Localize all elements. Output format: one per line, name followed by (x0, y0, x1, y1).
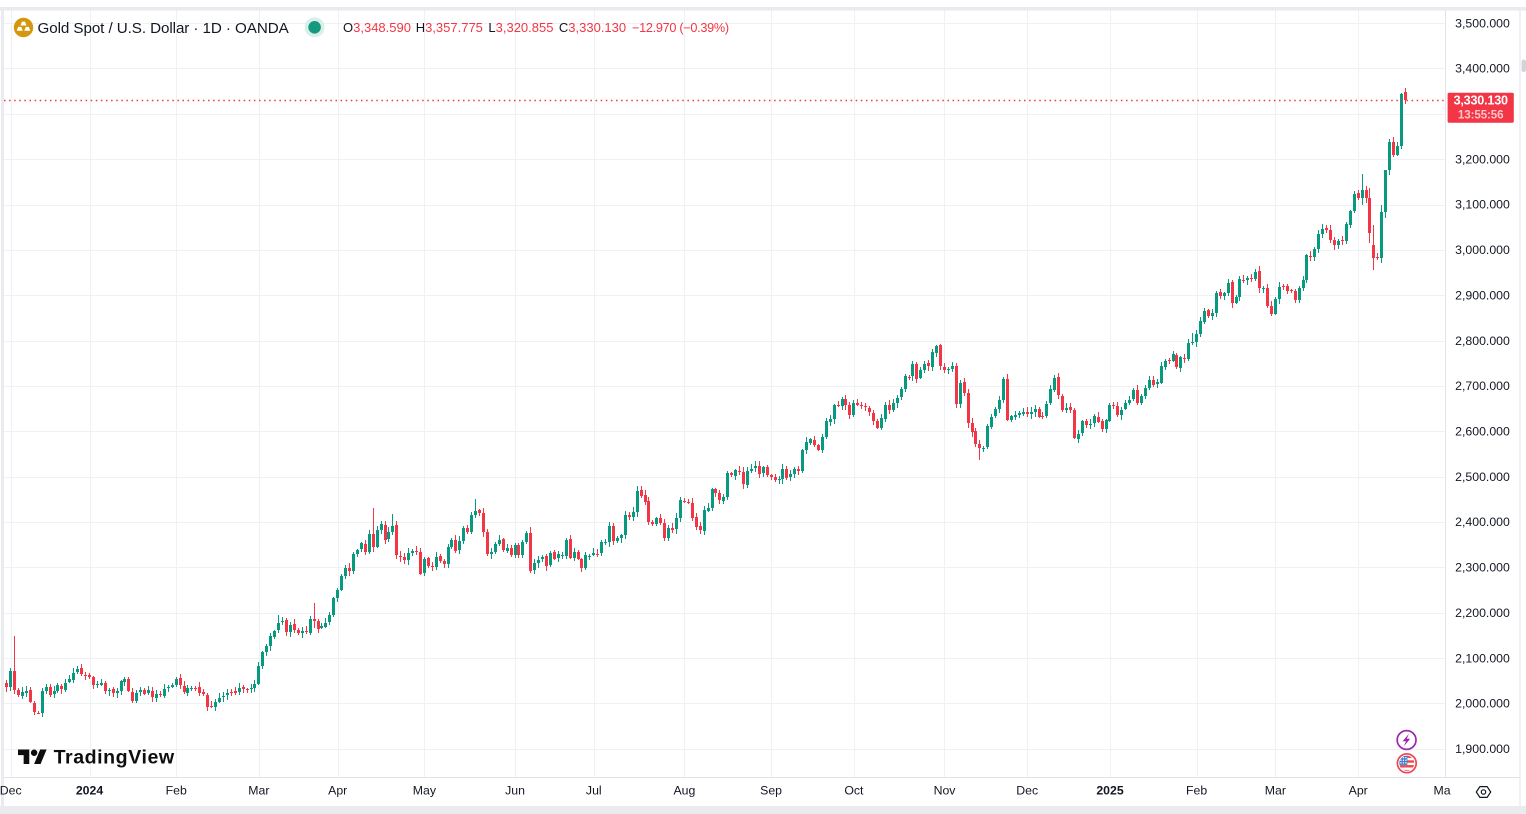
svg-text:2025: 2025 (1096, 784, 1124, 798)
svg-text:3,200.000: 3,200.000 (1455, 152, 1510, 166)
svg-text:May: May (413, 784, 437, 798)
svg-text:2,000.000: 2,000.000 (1455, 697, 1510, 711)
svg-text:C3,330.130: C3,330.130 (559, 20, 626, 35)
svg-text:Gold Spot / U.S. Dollar · 1D ·: Gold Spot / U.S. Dollar · 1D · OANDA (38, 20, 290, 37)
svg-text:2024: 2024 (76, 784, 104, 798)
svg-text:Apr: Apr (1349, 784, 1368, 798)
svg-text:3,330.130: 3,330.130 (1454, 93, 1508, 107)
svg-text:Dec: Dec (0, 784, 22, 798)
svg-text:1,900.000: 1,900.000 (1455, 742, 1510, 756)
svg-text:2,800.000: 2,800.000 (1455, 334, 1510, 348)
svg-text:2,300.000: 2,300.000 (1455, 561, 1510, 575)
svg-text:2,900.000: 2,900.000 (1455, 288, 1510, 302)
svg-text:3,100.000: 3,100.000 (1455, 198, 1510, 212)
svg-text:13:55:56: 13:55:56 (1458, 109, 1504, 122)
svg-text:2,400.000: 2,400.000 (1455, 515, 1510, 529)
svg-text:Feb: Feb (1186, 784, 1207, 798)
svg-text:2,100.000: 2,100.000 (1455, 651, 1510, 665)
svg-text:2,700.000: 2,700.000 (1455, 379, 1510, 393)
svg-text:L3,320.855: L3,320.855 (488, 20, 553, 35)
svg-text:3,000.000: 3,000.000 (1455, 243, 1510, 257)
svg-text:Jul: Jul (586, 784, 602, 798)
svg-text:Nov: Nov (934, 784, 957, 798)
svg-text:Oct: Oct (844, 784, 864, 798)
svg-text:Feb: Feb (166, 784, 187, 798)
svg-text:Sep: Sep (760, 784, 782, 798)
svg-text:Jun: Jun (505, 784, 525, 798)
svg-text:Mar: Mar (1265, 784, 1286, 798)
svg-text:H3,357.775: H3,357.775 (416, 20, 483, 35)
svg-text:Ma: Ma (1433, 784, 1450, 798)
svg-text:2,500.000: 2,500.000 (1455, 470, 1510, 484)
svg-text:TradingView: TradingView (54, 746, 175, 768)
svg-text:3,400.000: 3,400.000 (1455, 62, 1510, 76)
svg-text:Aug: Aug (673, 784, 695, 798)
svg-text:−12.970 (−0.39%): −12.970 (−0.39%) (632, 21, 729, 35)
svg-text:2,600.000: 2,600.000 (1455, 425, 1510, 439)
svg-text:O3,348.590: O3,348.590 (343, 20, 411, 35)
svg-text:3,500.000: 3,500.000 (1455, 16, 1510, 30)
svg-text:2,200.000: 2,200.000 (1455, 606, 1510, 620)
svg-text:Apr: Apr (328, 784, 347, 798)
svg-text:Dec: Dec (1016, 784, 1038, 798)
svg-text:Mar: Mar (248, 784, 269, 798)
